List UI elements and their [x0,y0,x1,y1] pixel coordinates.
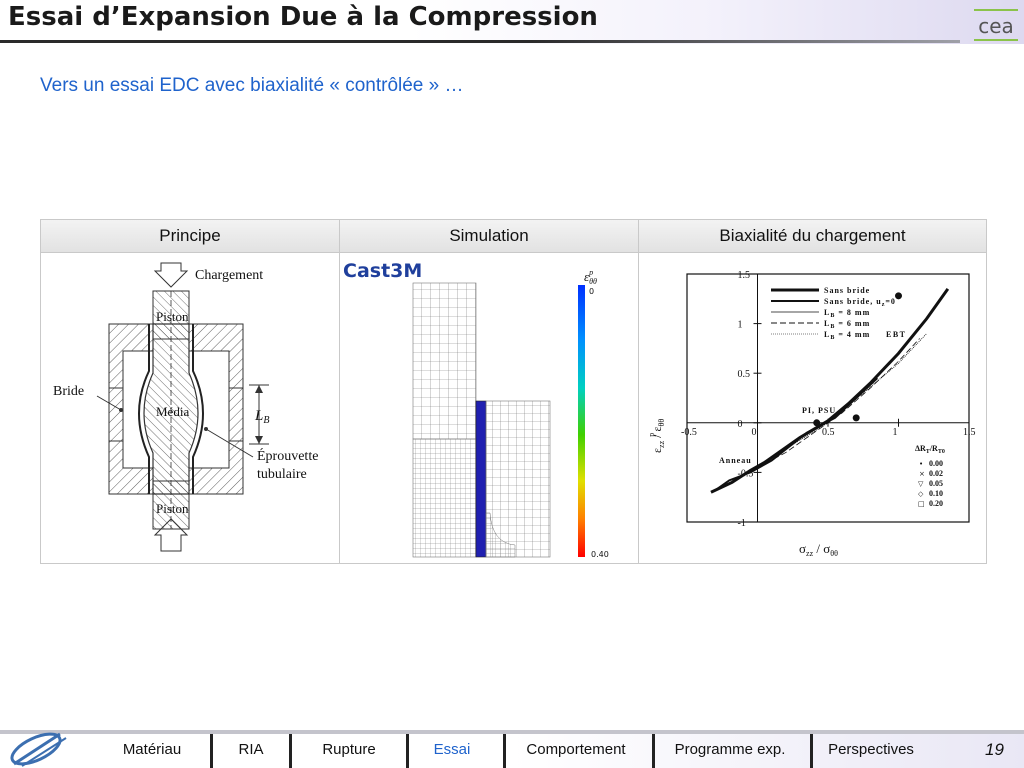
specimen-wall-right [192,324,204,494]
mesh-bride [485,400,551,558]
column-divider [638,220,639,563]
biaxiality-chart: -0.5 0 0.5 1 1.5-1-0.500.511.5 Sans bride Sa… [647,270,976,558]
label-eprouvette: Éprouvette [257,447,318,464]
series-line-3 [757,333,927,466]
nav-separator [810,734,813,768]
svg-text:•: • [919,460,923,468]
nav-separator [406,734,409,768]
nav-rupture[interactable]: Rupture [322,741,376,758]
mesh-specimen [475,400,487,558]
chart-legend: Sans bride Sans bride, uz=0 LB = 8 mm LB… [771,286,896,341]
title-bar [0,0,1024,44]
nav-separator [652,734,655,768]
y-tick-label: 0 [738,419,743,430]
legend-entry: Sans bride [824,286,870,295]
annotation-anneau: Anneau [719,456,752,465]
label-media: Média [156,404,189,419]
y-tick-label: 1.5 [738,270,751,281]
cast3m-logo[interactable]: Cast3M [343,260,422,282]
legend-entry: LB = 8 mm [824,308,870,319]
data-point-1 [852,414,860,422]
column-divider [339,220,340,563]
biaxialite-cell: -0.5 0 0.5 1 1.5 -1 -0.5 0 0.5 1 1.5 Sans bride Sa… [639,253,986,563]
nav-programme-exp[interactable]: Programme exp. [674,741,786,758]
annotation-ebt: EBT [886,330,907,339]
y-axis-label: εzz / εθθp [647,419,666,453]
simulation-cell: Cast3M εp θθ 0 0.40 [340,253,638,563]
svg-text:▽: ▽ [918,480,924,488]
marker-legend-title: ΔRT/RT0 [915,444,945,455]
svg-text:×: × [919,470,925,478]
nav-materiau[interactable]: Matériau [122,741,182,758]
colorbar [578,285,585,557]
y-tick-label: -1 [738,518,746,529]
content-table: Principe Simulation Biaxialité du charge… [40,219,987,564]
nav-comportement[interactable]: Comportement [526,741,626,758]
page-number: 19 [985,740,1004,759]
label-chargement: Chargement [195,268,263,283]
legend-entry: Sans bride, uz=0 [824,297,896,308]
x-tick-label: -0.5 [681,427,697,438]
marker-value: 0.00 [929,459,943,468]
x-tick-label: 0.5 [822,427,835,438]
cea-logo: cea [974,9,1018,41]
slide-subtitle: Vers un essai EDC avec biaxialité « cont… [40,75,464,96]
nav-separator [210,734,213,768]
series-line-2 [757,338,920,468]
test-schematic: Chargement Piston Piston Bride Média LB … [53,262,318,552]
principe-cell: Chargement Piston Piston Bride Média LB … [41,253,339,563]
y-tick-label: 0.5 [738,369,751,380]
institute-logo [10,732,67,767]
marker-value: 0.02 [929,469,943,478]
nav-separator [503,734,506,768]
colorbar-label: εp θθ [584,268,597,286]
header-principe: Principe [159,226,221,245]
label-piston-top: Piston [156,309,189,324]
mesh-media [412,438,477,558]
footer-bar [0,734,1024,768]
marker-value: 0.05 [929,479,943,488]
x-axis-label: σzz / σθθ [799,541,838,558]
marker-value: 0.20 [929,499,943,508]
nav-separator [289,734,292,768]
svg-text:□: □ [918,500,925,508]
nav-essai[interactable]: Essai [433,741,471,758]
label-lb: LB [254,408,269,426]
mesh-piston [412,282,477,440]
footer-rule [0,730,1024,734]
x-tick-label: 0 [752,427,757,438]
title-underline [0,40,960,43]
header-simulation: Simulation [449,226,529,245]
x-tick-label: 1.5 [963,427,976,438]
y-tick-label: 1 [738,320,743,331]
marker-value: 0.10 [929,489,943,498]
svg-text:◇: ◇ [918,490,924,498]
colorbar-max: 0.40 [591,550,609,559]
label-tubulaire: tubulaire [257,467,307,482]
plot-frame [686,273,970,523]
cea-logo-text: cea [978,14,1014,38]
data-point-2 [813,419,821,427]
label-bride: Bride [53,384,84,399]
nav-perspectives[interactable]: Perspectives [828,741,914,758]
annotation-pi-psu: PI, PSU [802,406,836,415]
label-piston-bottom: Piston [156,501,189,516]
nav-ria[interactable]: RIA [238,741,264,758]
marker-legend: ΔRT/RT0 • × ▽ ◇ □ 0.00 0.02 0.05 0.10 0.… [915,444,945,508]
load-arrow-top [153,262,189,288]
data-point-0 [895,292,902,300]
legend-entry: LB = 6 mm [824,319,870,330]
x-tick-label: 1 [893,427,898,438]
specimen-wall-left [138,324,150,494]
colorbar-min: 0 [589,287,594,296]
simulation-figure: Cast3M εp θθ 0 0.40 [343,260,609,559]
legend-entry: LB = 4 mm [824,330,870,341]
table-header [41,220,986,253]
slide-title: Essai d’Expansion Due à la Compression [8,2,598,32]
header-biaxialite: Biaxialité du chargement [719,226,906,245]
